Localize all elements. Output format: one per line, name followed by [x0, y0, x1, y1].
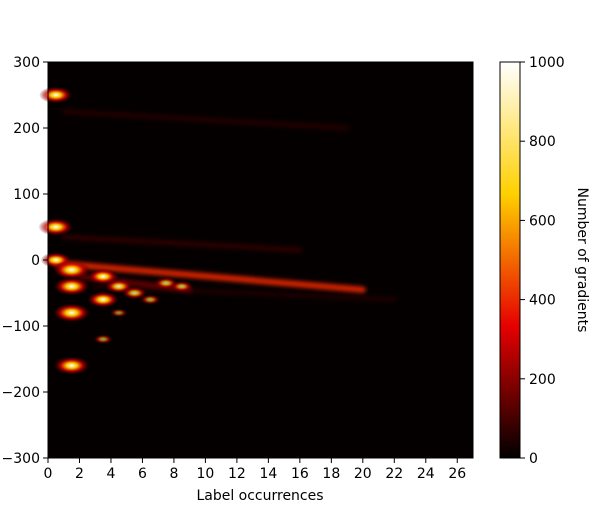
y-tick-label--100: −100	[2, 319, 40, 335]
hotspot-7	[87, 268, 119, 285]
y-axis: 300 200 100 0 −100 −200 −300	[2, 55, 48, 467]
hotspot-3	[52, 260, 91, 280]
hotspot-10	[121, 286, 148, 300]
plot-background	[48, 62, 473, 458]
ridge-0	[52, 260, 366, 293]
y-tick-label-300: 300	[13, 55, 40, 71]
hotspot-4	[53, 277, 90, 296]
x-axis-label: Label occurrences	[196, 488, 323, 504]
x-tick-label-2: 2	[75, 466, 84, 482]
plot-area	[38, 61, 474, 459]
colorbar-tick-label-1000: 1000	[529, 55, 565, 71]
x-tick-label-20: 20	[354, 466, 372, 482]
hotspot-12	[109, 308, 128, 318]
colorbar: 0 200 400 600 800 1000 Number of gradients	[499, 55, 590, 467]
x-tick-label-26: 26	[448, 466, 466, 482]
hotspot-11	[93, 334, 113, 345]
hotspot-6	[53, 356, 90, 375]
y-tick-label-0: 0	[31, 253, 40, 269]
y-tick-label--200: −200	[2, 385, 40, 401]
hotspot-15	[170, 280, 193, 292]
x-tick-label-6: 6	[138, 466, 147, 482]
hotspot-8	[86, 291, 120, 308]
y-tick-label-100: 100	[13, 187, 40, 203]
ridge-3	[61, 234, 302, 253]
colorbar-tick-label-200: 200	[529, 372, 556, 388]
colorbar-frame	[499, 61, 521, 459]
x-tick-label-16: 16	[291, 466, 309, 482]
x-tick-label-0: 0	[44, 466, 53, 482]
x-tick-label-12: 12	[228, 466, 246, 482]
ridge-4	[93, 284, 397, 302]
hotspot-5	[52, 303, 91, 323]
colorbar-gradient	[500, 62, 520, 458]
x-tick-label-8: 8	[169, 466, 178, 482]
y-tick-label-200: 200	[13, 121, 40, 137]
colorbar-tick-label-400: 400	[529, 293, 556, 309]
colorbar-tick-label-800: 800	[529, 134, 556, 150]
x-tick-label-18: 18	[322, 466, 340, 482]
x-tick-label-4: 4	[107, 466, 116, 482]
hotspot-13	[139, 294, 161, 305]
x-axis: 0 2 4 6 8 10 12 14 16 18 20 22 24 26	[44, 458, 466, 482]
colorbar-ticks: 0 200 400 600 800 1000	[520, 55, 565, 467]
colorbar-tick-label-0: 0	[529, 451, 538, 467]
x-tick-label-24: 24	[417, 466, 435, 482]
colorbar-tick-label-600: 600	[529, 213, 556, 229]
y-tick-label--300: −300	[2, 451, 40, 467]
x-tick-label-14: 14	[259, 466, 277, 482]
hotspot-0	[39, 86, 73, 104]
x-tick-label-22: 22	[385, 466, 403, 482]
x-tick-label-10: 10	[196, 466, 214, 482]
hotspot-1	[38, 218, 74, 236]
ridge-2	[61, 109, 349, 130]
colorbar-label: Number of gradients	[574, 188, 590, 333]
